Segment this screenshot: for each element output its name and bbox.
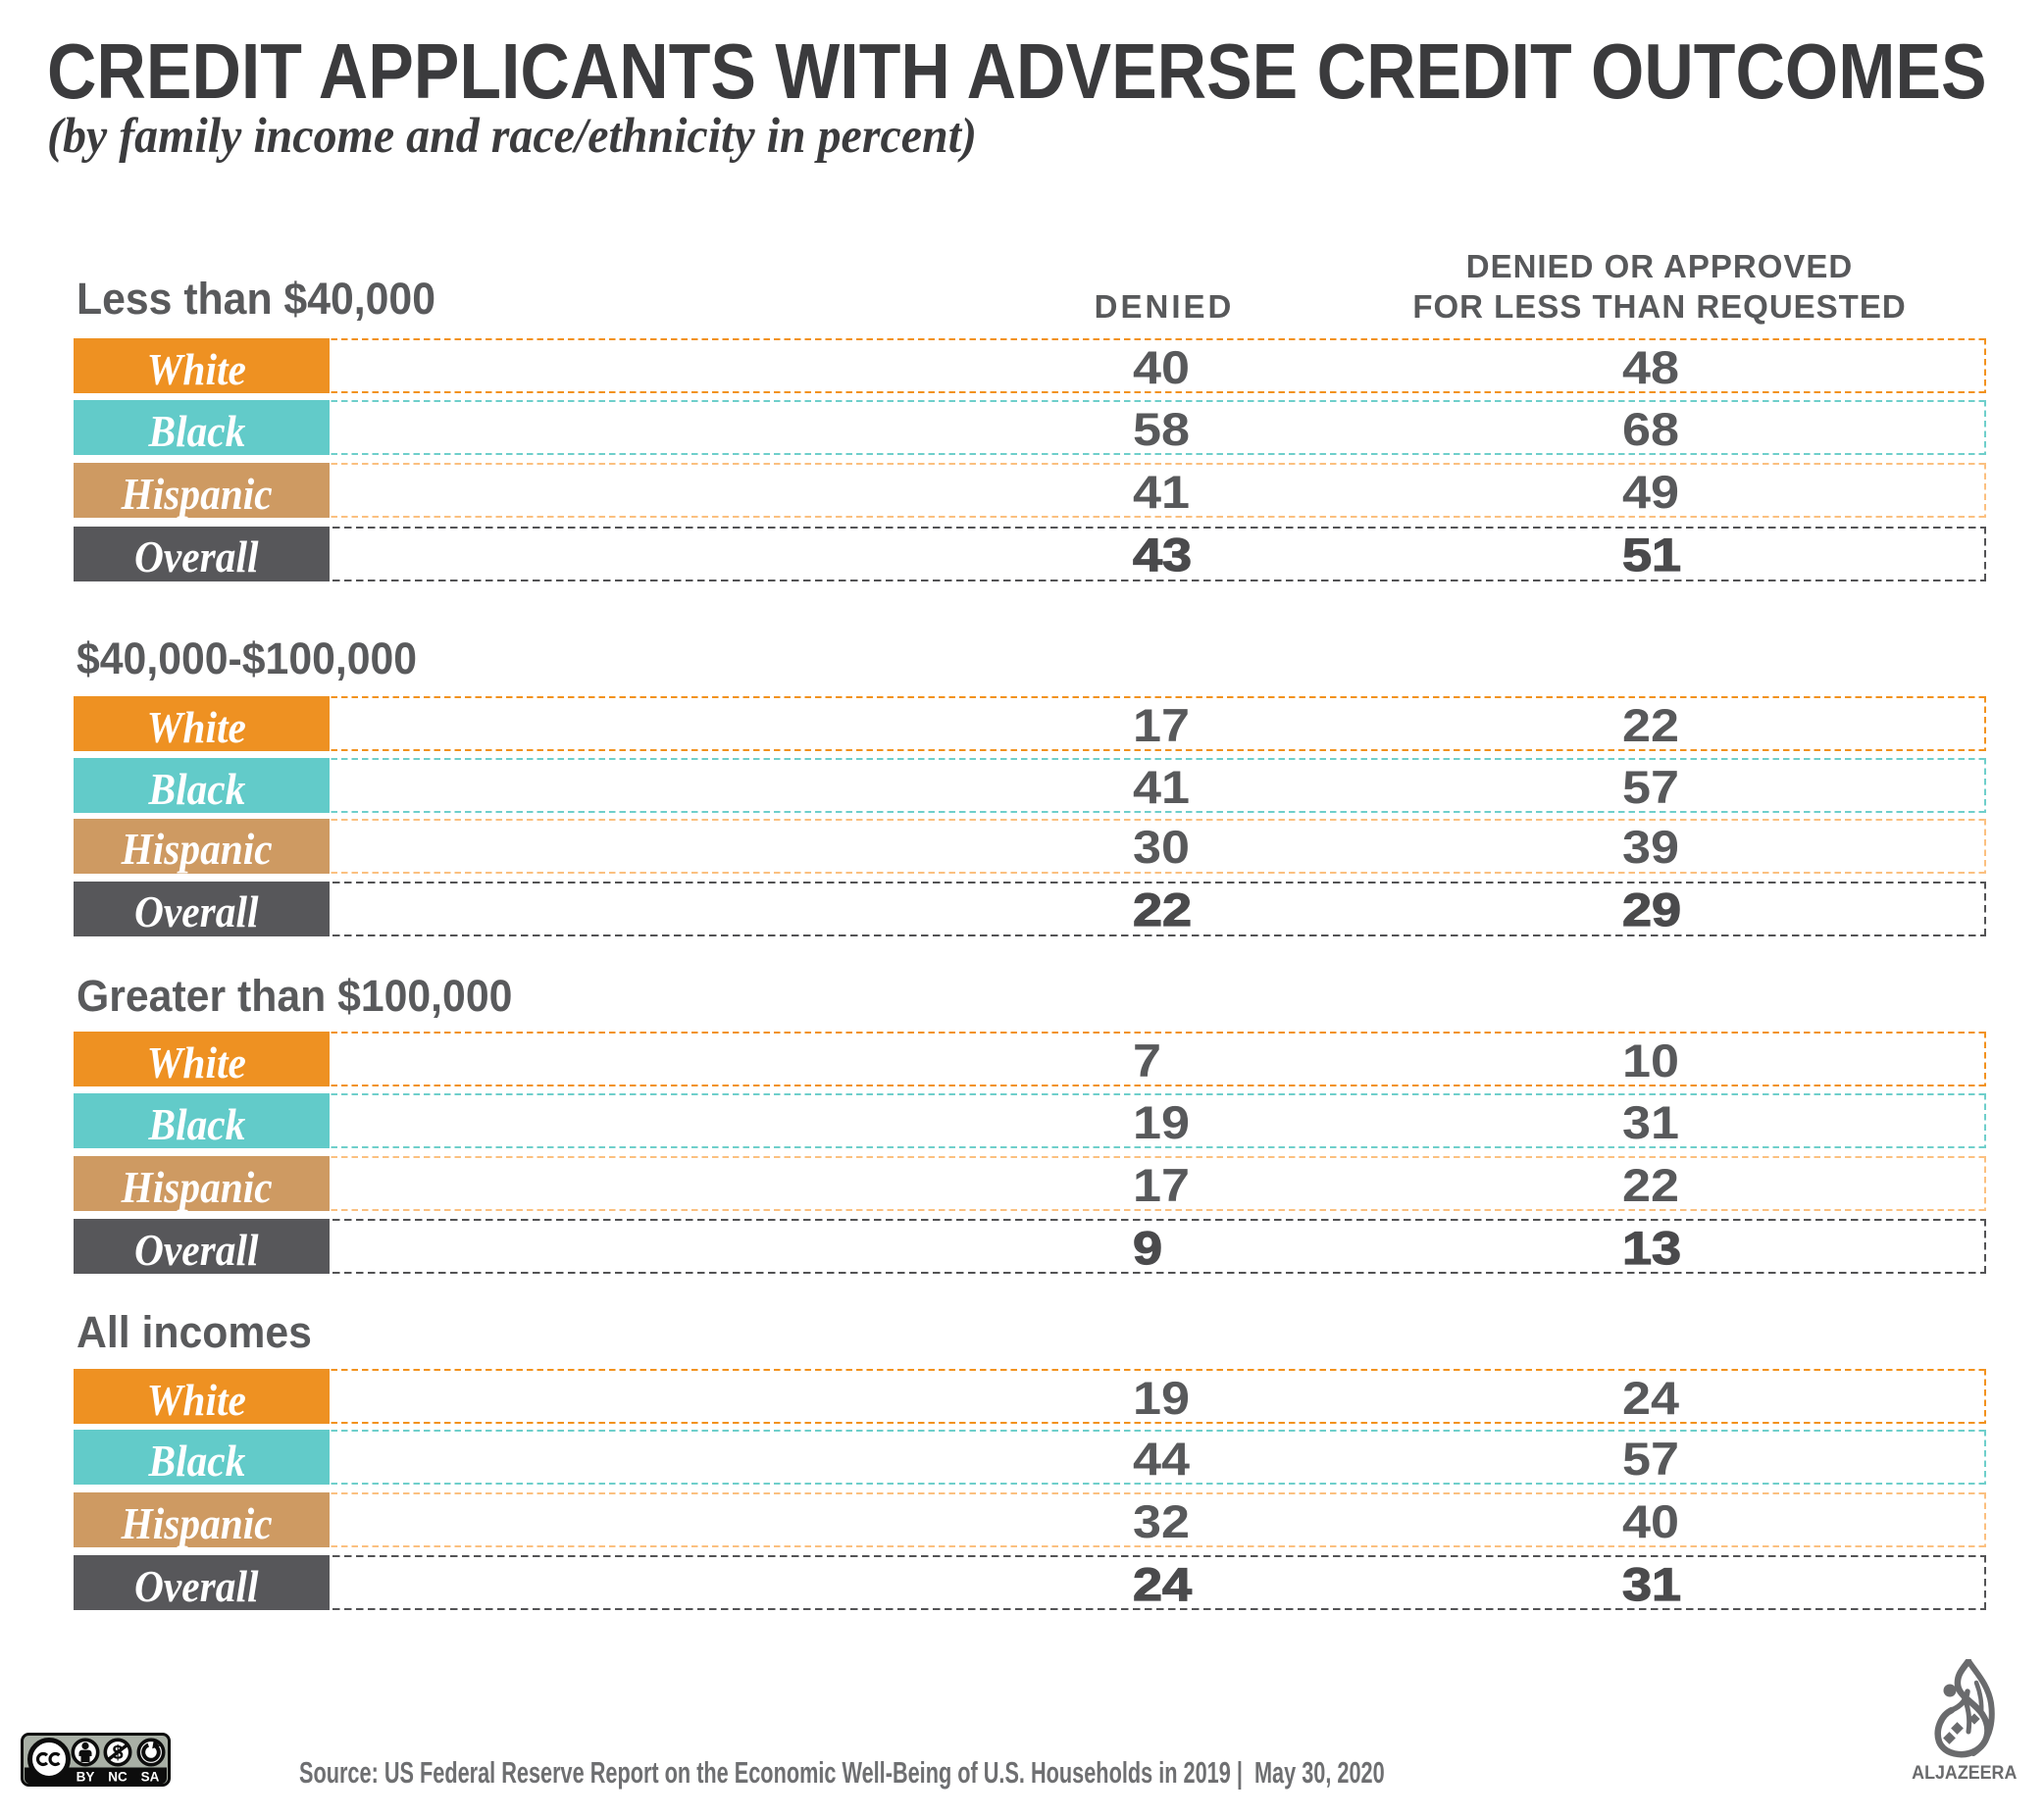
svg-text:SA: SA — [141, 1770, 160, 1785]
svg-text:BY: BY — [77, 1770, 95, 1785]
svg-text:NC: NC — [108, 1770, 128, 1785]
